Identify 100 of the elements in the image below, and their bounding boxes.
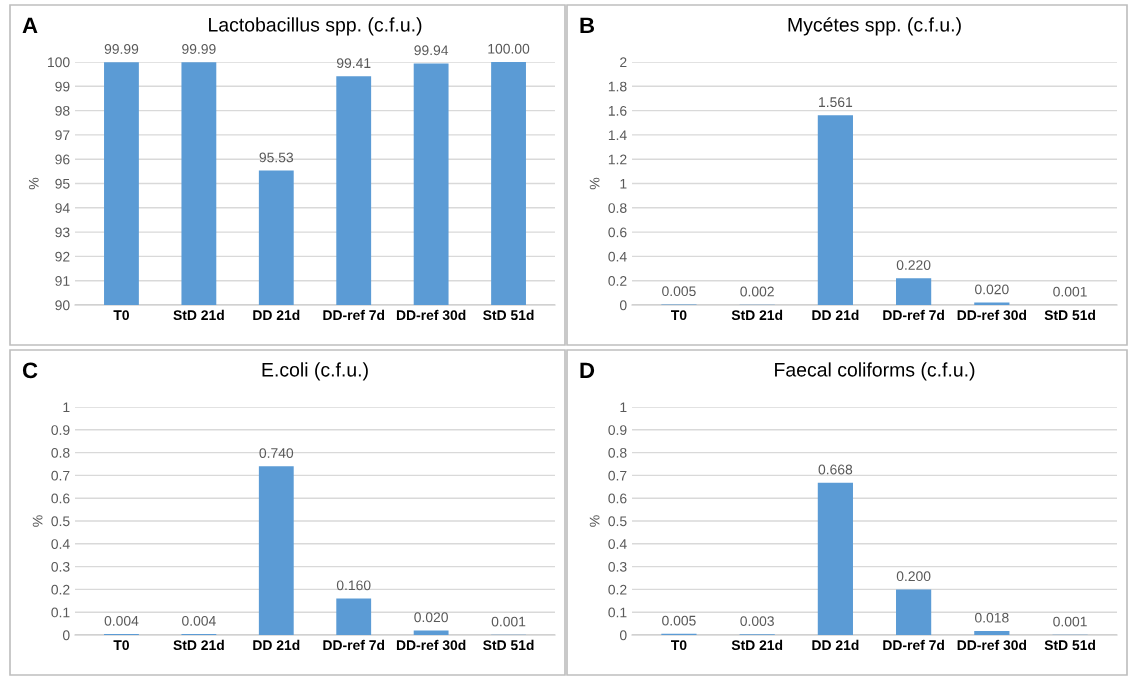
y-tick-label: 0.8 bbox=[608, 447, 627, 458]
y-tick-label: 0.6 bbox=[608, 493, 627, 504]
y-tick-label: 0.3 bbox=[51, 561, 70, 572]
x-tick-label: StD 51d bbox=[483, 309, 534, 321]
x-tick-label: DD-ref 30d bbox=[396, 639, 466, 651]
x-tick-label: T0 bbox=[670, 640, 687, 651]
data-label: 99.41 bbox=[336, 58, 371, 69]
y-tick-label: 91 bbox=[55, 276, 70, 286]
x-tick-label: T0 bbox=[113, 640, 129, 651]
y-tick-label: 95 bbox=[55, 178, 70, 189]
x-tick-label: DD 21d bbox=[253, 639, 300, 651]
y-tick-label: 1 bbox=[620, 402, 627, 413]
data-label: 0.002 bbox=[740, 286, 774, 297]
x-tick-label: DD-ref 7d bbox=[323, 309, 385, 321]
y-tick-label: 0.4 bbox=[608, 251, 627, 262]
bar bbox=[336, 598, 372, 635]
data-label: 0.004 bbox=[104, 615, 139, 626]
data-label: 1.561 bbox=[819, 97, 853, 108]
y-tick-label: 0 bbox=[619, 630, 627, 641]
x-tick-label: DD-ref 30d bbox=[957, 639, 1027, 651]
y-tick-label: 0.9 bbox=[608, 425, 627, 435]
y-tick-label: 0.7 bbox=[608, 470, 627, 481]
bar bbox=[258, 466, 294, 635]
text: C bbox=[22, 362, 38, 379]
data-label: 99.99 bbox=[104, 44, 139, 54]
data-label: 0.003 bbox=[740, 616, 774, 627]
data-label: 0.020 bbox=[975, 284, 1009, 295]
text: D bbox=[580, 362, 595, 378]
x-tick-label: DD-ref 30d bbox=[396, 309, 466, 321]
y-tick-label: 1.8 bbox=[608, 81, 627, 92]
x-tick-label: DD-ref 7d bbox=[323, 639, 385, 651]
y-tick-label: 0.6 bbox=[51, 493, 70, 504]
data-label: 95.53 bbox=[259, 152, 294, 163]
y-tick-label: 0.6 bbox=[608, 227, 627, 238]
x-tick-label: DD-ref 7d bbox=[883, 309, 944, 321]
y-tick-label: 1.2 bbox=[608, 154, 627, 165]
x-tick-label: DD 21d bbox=[812, 309, 859, 321]
y-tick-label: 99 bbox=[55, 81, 70, 92]
chart-title: E.coli (c.f.u.) bbox=[262, 362, 368, 381]
y-tick-label: 1 bbox=[63, 402, 70, 413]
x-tick-label: T0 bbox=[670, 310, 687, 321]
data-label: 100.00 bbox=[488, 43, 530, 54]
x-tick-label: StD 21d bbox=[731, 309, 783, 321]
y-tick-label: 1.6 bbox=[608, 105, 627, 116]
y-tick-label: 0.2 bbox=[608, 276, 627, 286]
data-label: 0.668 bbox=[818, 464, 853, 475]
bar bbox=[896, 589, 932, 635]
x-tick-label: StD 51d bbox=[1044, 639, 1096, 651]
data-label: 0.005 bbox=[662, 286, 696, 297]
x-tick-label: StD 51d bbox=[1044, 309, 1096, 321]
bar bbox=[817, 482, 853, 635]
y-tick-label: 97 bbox=[55, 130, 70, 141]
y-tick-label: 0.9 bbox=[51, 425, 70, 435]
data-label: 0.001 bbox=[491, 616, 526, 627]
y-tick-label: 92 bbox=[55, 251, 70, 262]
chart-title: Faecal coliforms (c.f.u.) bbox=[775, 362, 975, 381]
y-tick-label: 100 bbox=[48, 57, 70, 68]
y-tick-label: 0.5 bbox=[608, 516, 627, 527]
y-axis-title: % bbox=[589, 515, 600, 527]
y-tick-label: 0.5 bbox=[51, 516, 70, 527]
y-tick-label: 0 bbox=[62, 630, 70, 641]
text: A bbox=[22, 17, 38, 33]
x-tick-label: StD 21d bbox=[731, 639, 783, 651]
bar bbox=[896, 278, 932, 305]
y-tick-label: 0.2 bbox=[51, 584, 70, 595]
bar bbox=[974, 630, 1010, 635]
y-tick-label: 90 bbox=[55, 300, 70, 311]
y-tick-label: 0.1 bbox=[608, 607, 627, 618]
y-tick-label: 0.4 bbox=[51, 539, 70, 549]
chart-title: Mycétes spp. (c.f.u.) bbox=[788, 17, 961, 36]
data-label: 0.020 bbox=[414, 612, 448, 623]
x-tick-label: DD 21d bbox=[812, 639, 859, 651]
y-tick-label: 0.3 bbox=[608, 561, 627, 572]
x-tick-label: StD 21d bbox=[173, 639, 224, 651]
y-tick-label: 1 bbox=[620, 178, 627, 189]
data-label: 0.160 bbox=[336, 580, 371, 591]
y-axis-title: % bbox=[32, 515, 43, 527]
x-tick-label: StD 51d bbox=[483, 639, 534, 651]
data-label: 0.001 bbox=[1053, 286, 1087, 297]
x-tick-label: DD 21d bbox=[253, 309, 300, 321]
chart-title: Lactobacillus spp. (c.f.u.) bbox=[209, 17, 422, 36]
y-tick-label: 0.1 bbox=[51, 607, 70, 618]
y-axis-title: % bbox=[589, 177, 600, 190]
y-tick-label: 0.8 bbox=[51, 447, 70, 458]
y-axis-title: % bbox=[28, 177, 39, 190]
data-label: 99.94 bbox=[414, 45, 449, 56]
x-tick-label: DD-ref 7d bbox=[883, 639, 944, 651]
bar bbox=[817, 115, 853, 305]
bar bbox=[413, 630, 449, 635]
y-tick-label: 2 bbox=[620, 57, 627, 68]
y-tick-label: 0.8 bbox=[608, 203, 627, 213]
y-tick-label: 98 bbox=[55, 105, 70, 116]
data-label: 0.001 bbox=[1053, 616, 1087, 627]
x-tick-label: DD-ref 30d bbox=[957, 309, 1027, 321]
y-tick-label: 0 bbox=[619, 300, 627, 311]
y-tick-label: 93 bbox=[55, 227, 70, 238]
y-tick-label: 0.4 bbox=[608, 539, 627, 549]
y-tick-label: 0.2 bbox=[608, 584, 627, 595]
y-tick-label: 0.7 bbox=[51, 470, 70, 481]
x-tick-label: T0 bbox=[113, 310, 129, 321]
